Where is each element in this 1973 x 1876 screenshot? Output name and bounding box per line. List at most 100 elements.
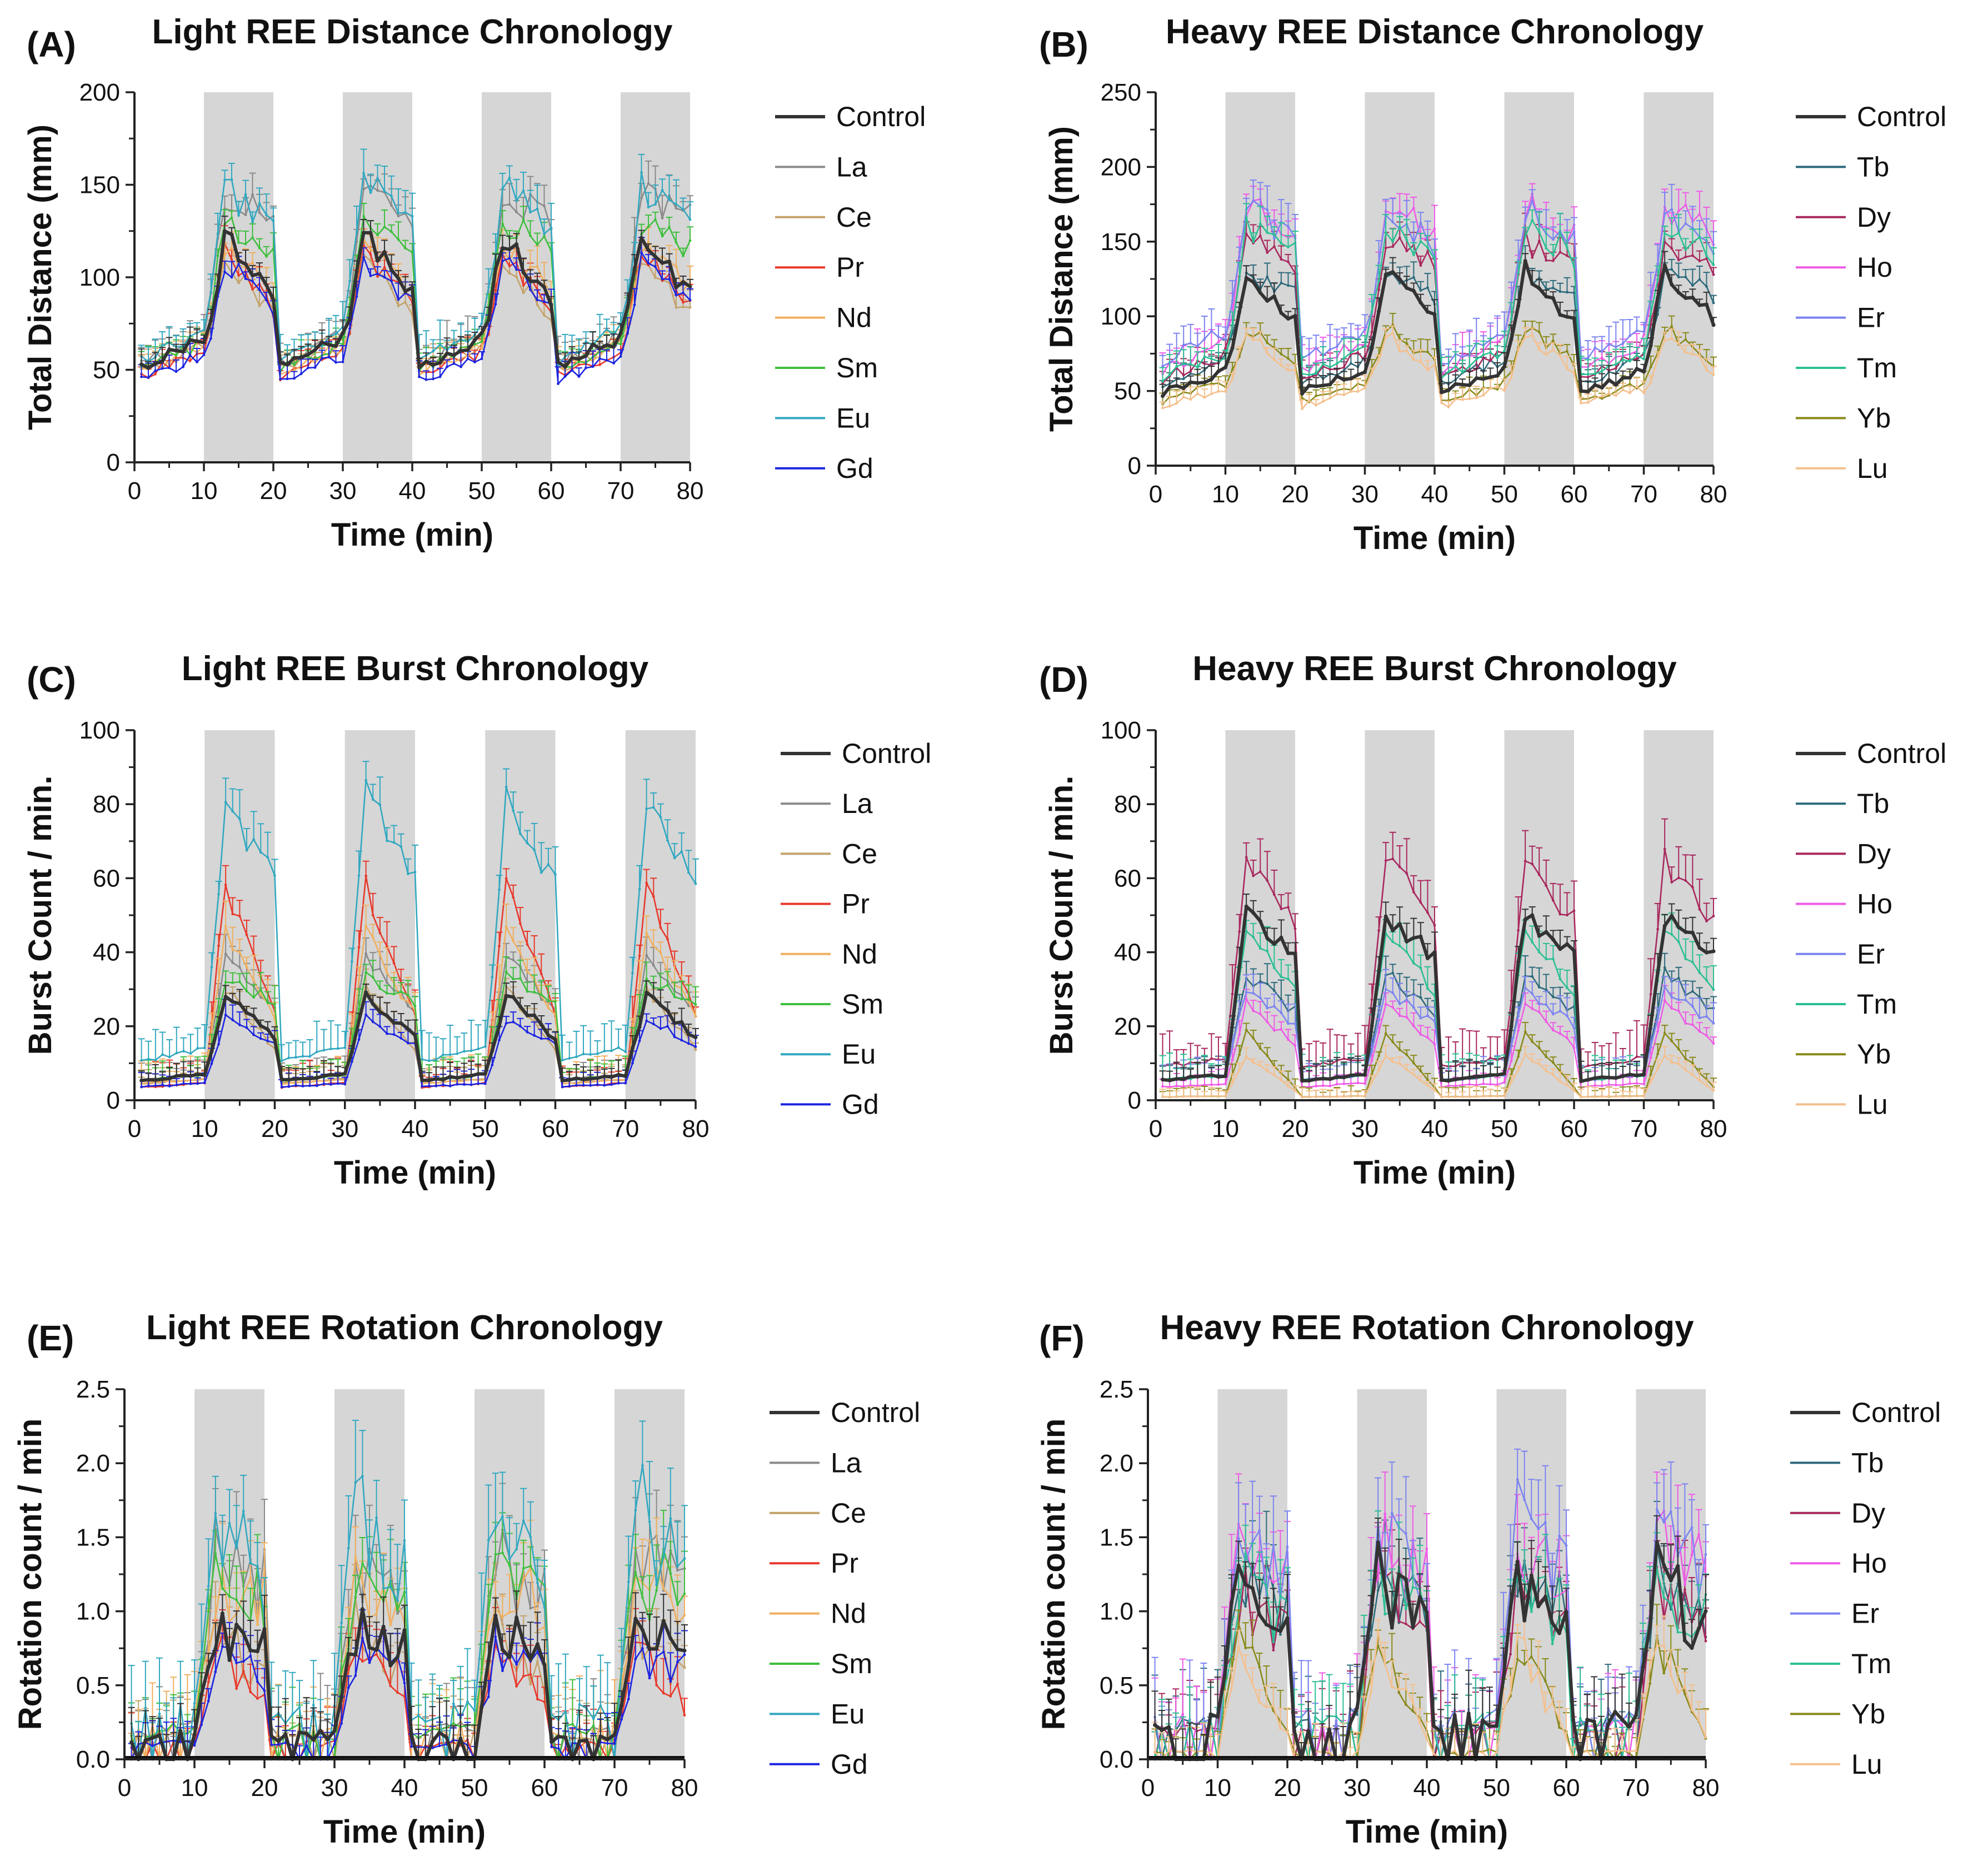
data-point: [1460, 382, 1465, 387]
data-point: [1656, 262, 1660, 265]
data-point: [1461, 355, 1464, 358]
data-point: [237, 274, 240, 277]
data-point: [1594, 372, 1597, 376]
data-point: [1217, 390, 1220, 393]
legend-label: Ho: [1857, 252, 1892, 283]
data-point: [633, 250, 636, 253]
data-point: [386, 981, 388, 984]
data-point: [1572, 291, 1576, 295]
data-point: [399, 996, 403, 1000]
data-point: [1447, 371, 1450, 374]
data-point: [646, 248, 651, 252]
data-point: [1454, 398, 1457, 401]
data-point: [1419, 221, 1422, 224]
data-point: [1266, 352, 1269, 355]
data-point: [1280, 242, 1283, 245]
data-point: [1328, 382, 1332, 387]
data-point: [1454, 369, 1457, 372]
data-point: [645, 954, 648, 957]
data-point: [501, 204, 504, 207]
data-point: [1356, 348, 1360, 351]
x-tick-label: 0: [128, 477, 141, 505]
data-point: [540, 998, 543, 1001]
x-tick-label: 30: [1351, 481, 1378, 508]
data-point: [1210, 363, 1213, 367]
data-point: [238, 915, 241, 917]
data-point: [1677, 342, 1680, 345]
data-point: [1517, 271, 1520, 275]
y-tick-label: 50: [93, 357, 120, 384]
data-point: [1698, 213, 1701, 216]
data-point: [1293, 368, 1297, 372]
data-point: [1315, 346, 1318, 350]
x-tick-label: 40: [1421, 481, 1448, 508]
data-point: [238, 951, 241, 954]
data-point: [1348, 376, 1353, 381]
data-point: [1168, 373, 1171, 377]
data-point: [1419, 264, 1422, 267]
data-point: [1307, 373, 1311, 376]
data-point: [397, 214, 400, 218]
data-point: [526, 970, 529, 973]
data-point: [515, 268, 518, 271]
data-point: [251, 280, 254, 283]
data-point: [479, 331, 484, 335]
data-point: [1287, 260, 1290, 263]
data-point: [369, 260, 372, 262]
data-point: [1600, 395, 1604, 398]
data-point: [570, 356, 574, 360]
data-point: [1627, 376, 1632, 380]
data-point: [334, 332, 337, 336]
data-point: [1328, 348, 1332, 351]
data-point: [682, 208, 685, 211]
data-point: [645, 932, 648, 935]
data-point: [494, 302, 497, 306]
x-axis-label: Time (min): [1353, 520, 1516, 556]
data-point: [1676, 290, 1681, 295]
data-point: [230, 246, 233, 250]
data-point: [369, 191, 372, 194]
data-point: [362, 256, 365, 259]
data-point: [1280, 281, 1283, 285]
data-point: [1181, 386, 1186, 391]
data-point: [618, 331, 623, 336]
data-point: [174, 356, 178, 360]
data-point: [209, 318, 213, 323]
data-point: [1161, 365, 1164, 368]
x-tick-label: 80: [677, 477, 704, 505]
data-point: [1426, 286, 1429, 290]
x-tick-label: 40: [399, 477, 426, 505]
data-point: [1586, 372, 1590, 376]
data-point: [1287, 357, 1290, 360]
data-point: [550, 226, 553, 229]
panel-title: Light REE Distance Chronology: [152, 13, 673, 51]
data-point: [1397, 277, 1402, 281]
data-point: [1697, 303, 1702, 307]
legend-label: Eu: [836, 402, 870, 433]
data-point: [1266, 275, 1269, 278]
data-point: [682, 291, 685, 295]
data-point: [161, 343, 164, 347]
data-point: [292, 356, 296, 360]
data-point: [1600, 350, 1604, 353]
data-point: [1649, 366, 1652, 368]
data-point: [1231, 378, 1234, 381]
data-point: [1245, 332, 1248, 336]
data-point: [1307, 353, 1311, 356]
data-point: [424, 378, 428, 381]
data-point: [1551, 296, 1555, 300]
data-point: [1245, 216, 1248, 219]
data-point: [1489, 351, 1492, 354]
data-point: [438, 343, 442, 346]
data-point: [266, 1042, 269, 1045]
data-point: [640, 197, 643, 199]
data-point: [1384, 231, 1387, 234]
data-point: [1391, 332, 1395, 335]
data-point: [675, 203, 678, 206]
legend-label: Nd: [836, 302, 872, 333]
data-point: [1217, 341, 1220, 343]
data-point: [320, 340, 324, 345]
series-control: [138, 216, 693, 370]
data-point: [272, 219, 275, 222]
